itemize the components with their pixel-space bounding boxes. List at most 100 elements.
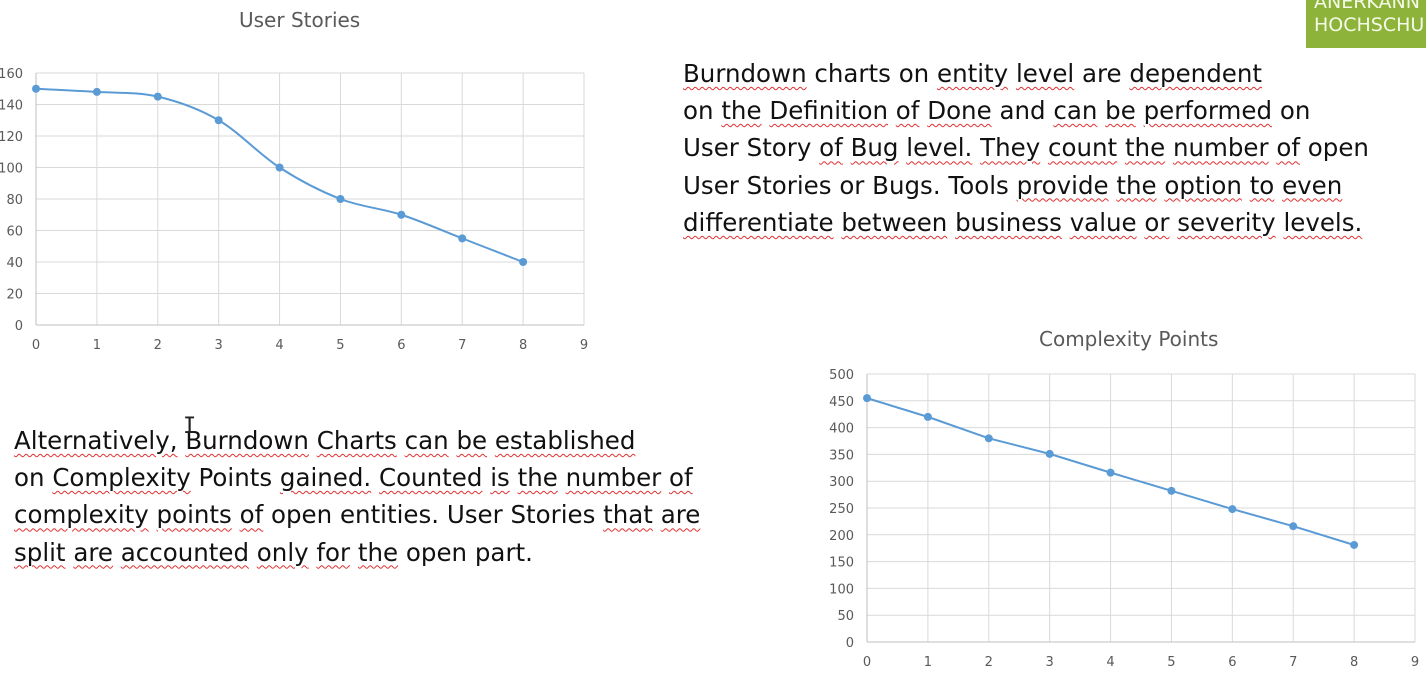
paragraph-line: Burndown charts on entity level are depe… <box>683 55 1369 92</box>
text-run: accounted <box>120 537 249 567</box>
data-point <box>1167 486 1176 495</box>
y-tick-label: 150 <box>829 556 854 571</box>
x-tick-label: 0 <box>32 338 40 353</box>
text-run: number <box>1172 133 1269 163</box>
data-point <box>275 163 284 172</box>
text-run: are <box>660 500 701 530</box>
text-run: be <box>456 426 488 455</box>
text-run: charts <box>814 59 891 88</box>
text-run: Story <box>746 133 812 163</box>
text-run: Complexity <box>52 463 191 493</box>
paragraph-line: Alternatively, Burndown Charts can be es… <box>14 422 700 459</box>
text-run: Bug <box>850 133 899 163</box>
y-tick-label: 300 <box>829 475 854 490</box>
x-tick-label: 4 <box>1106 655 1114 670</box>
data-point <box>336 195 345 203</box>
text-run: open <box>405 537 468 567</box>
text-run: Points <box>198 463 273 493</box>
text-run: the <box>357 537 399 567</box>
text-run: can <box>1053 96 1098 126</box>
text-run: of <box>239 500 264 530</box>
y-tick-label: 350 <box>829 448 854 463</box>
paragraph-line: split are accounted only for the open pa… <box>14 534 700 571</box>
text-run: entities. <box>339 500 440 530</box>
text-run: and <box>999 96 1046 126</box>
x-tick-label: 8 <box>1350 655 1358 670</box>
y-tick-label: 40 <box>6 256 23 271</box>
x-tick-label: 3 <box>1046 655 1054 670</box>
text-run: gained. <box>279 463 372 493</box>
paragraph-line: complexity points of open entities. User… <box>14 496 700 533</box>
y-tick-label: 500 <box>829 368 854 383</box>
chart-title-complexity-points: Complexity Points <box>1039 327 1219 351</box>
paragraph-line: User Story of Bug level. They count the … <box>683 129 1369 166</box>
text-run: the <box>721 96 762 126</box>
text-run: between <box>841 207 948 237</box>
text-run: the <box>1124 133 1166 163</box>
text-run: the <box>517 463 558 493</box>
text-run: part. <box>474 537 533 567</box>
y-tick-label: 250 <box>829 502 854 517</box>
badge-line-2: HOCHSCHU <box>1314 14 1425 36</box>
complexity-points-paragraph: Alternatively, Burndown Charts can be es… <box>14 422 700 571</box>
text-run: on <box>1279 96 1311 126</box>
complexity-points-chart: 0 1 2 3 4 5 6 7 8 9 0 50 100 150 200 250 300 350 400 450 500 <box>829 368 1419 670</box>
data-point <box>1045 449 1054 458</box>
institution-badge: ANERKANN HOCHSCHU <box>1306 0 1426 48</box>
y-tick-label: 50 <box>837 609 854 624</box>
y-tick-label: 0 <box>846 636 854 651</box>
y-tick-label: 100 <box>829 582 854 597</box>
text-run: on <box>898 59 930 88</box>
x-tick-label: 9 <box>1411 655 1419 670</box>
data-point <box>214 116 223 125</box>
text-run: User <box>446 500 503 530</box>
y-tick-label: 160 <box>0 67 23 82</box>
text-run: dependent <box>1129 59 1262 88</box>
data-point <box>1350 540 1359 549</box>
user-stories-chart: 0 1 2 3 4 5 6 7 8 9 0 20 40 60 80 100 120 140 160 <box>0 67 588 353</box>
text-run: is <box>490 463 510 493</box>
text-run: are <box>1082 59 1122 88</box>
data-point <box>92 87 101 96</box>
text-run: Tools <box>948 170 1009 200</box>
data-point <box>1228 505 1237 514</box>
text-run: of <box>1276 133 1300 163</box>
y-tick-label: 100 <box>0 162 23 177</box>
text-run: Burndown <box>683 59 807 88</box>
paragraph-line: differentiate between business value or … <box>683 204 1369 241</box>
text-run: be <box>1105 96 1136 126</box>
paragraph-line: on Complexity Points gained. Counted is … <box>14 459 700 496</box>
text-run: on <box>683 96 714 126</box>
y-tick-label: 450 <box>829 395 854 410</box>
x-tick-label: 1 <box>93 338 101 353</box>
text-run: User <box>683 133 739 163</box>
text-run: Bugs. <box>872 170 941 200</box>
text-run: entity <box>937 59 1009 88</box>
x-tick-label: 2 <box>154 338 162 353</box>
text-run: for <box>316 537 351 567</box>
text-run: open <box>271 500 333 530</box>
y-tick-label: 20 <box>6 288 23 303</box>
text-run: level. <box>906 133 973 163</box>
text-run: that <box>603 500 653 530</box>
chart-title-user-stories: User Stories <box>239 8 361 32</box>
text-cursor-icon: I <box>183 414 197 439</box>
y-tick-label: 140 <box>0 99 23 114</box>
text-run: Definition <box>769 96 888 126</box>
paragraph-line: User Stories or Bugs. Tools provide the … <box>683 167 1369 204</box>
text-run: split <box>14 537 66 567</box>
text-run: points <box>156 500 232 530</box>
y-tick-label: 80 <box>6 193 23 208</box>
text-run: only <box>256 537 309 567</box>
x-tick-label: 0 <box>863 655 871 670</box>
text-run: severity <box>1177 207 1276 237</box>
text-run: Burndown <box>185 426 309 455</box>
x-tick-label: 6 <box>1228 655 1236 670</box>
text-run: levels. <box>1283 207 1363 237</box>
data-point <box>458 234 467 243</box>
data-point <box>519 258 528 266</box>
text-run: performed <box>1143 96 1273 126</box>
text-run: Stories <box>746 170 832 200</box>
x-tick-label: 6 <box>397 338 405 353</box>
text-run: number <box>565 463 662 493</box>
